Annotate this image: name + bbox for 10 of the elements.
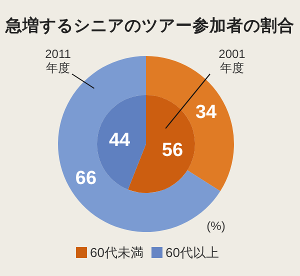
data-label: 66 (75, 168, 97, 189)
slice-label: 2011 年度 (45, 47, 72, 75)
legend-label: 60代以上 (165, 245, 219, 260)
chart-title: 急増するシニアのツアー参加者の割合 (4, 15, 294, 35)
data-label: 44 (108, 130, 131, 151)
text: (%) (206, 219, 226, 233)
data-label: 56 (162, 140, 184, 162)
legend-label: 60代未満 (90, 245, 144, 260)
slice-label: 2001 年度 (218, 47, 246, 75)
data-label: 34 (195, 102, 218, 123)
